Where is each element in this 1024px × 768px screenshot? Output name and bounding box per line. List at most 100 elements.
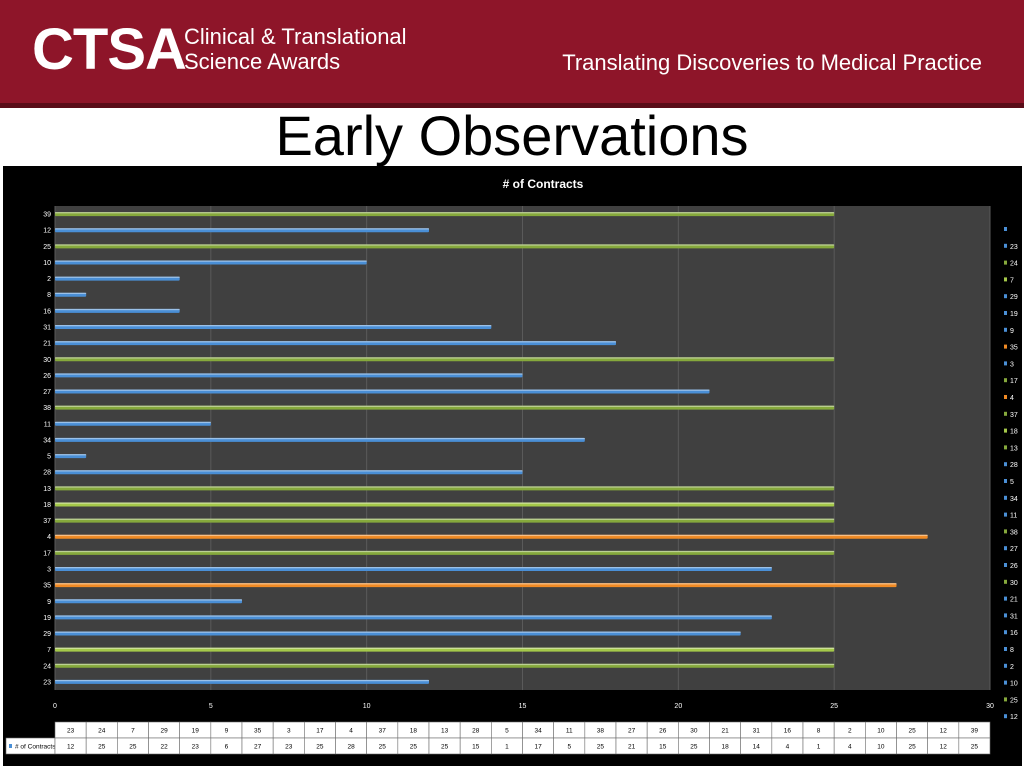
y-tick-label: 28 xyxy=(43,470,51,477)
legend-label: 38 xyxy=(1010,529,1018,536)
legend-label: 34 xyxy=(1010,496,1018,503)
legend-label: 25 xyxy=(1010,697,1018,704)
bar-highlight xyxy=(55,228,429,230)
table-value: 6 xyxy=(225,744,229,751)
legend-swatch xyxy=(1004,647,1007,651)
legend-swatch xyxy=(1004,613,1007,618)
bar-highlight xyxy=(55,679,429,682)
table-value: 25 xyxy=(441,744,449,751)
x-tick-label: 20 xyxy=(674,703,682,710)
table-value: 10 xyxy=(877,744,885,751)
bar-highlight xyxy=(55,260,367,262)
bar-highlight xyxy=(55,373,523,375)
table-value: 21 xyxy=(628,744,636,751)
bar-highlight xyxy=(55,502,835,504)
table-value: 25 xyxy=(597,744,605,751)
table-category: 26 xyxy=(659,728,667,735)
legend-label: 5 xyxy=(1010,479,1014,486)
legend-swatch xyxy=(1004,563,1007,567)
legend-label: 7 xyxy=(1010,277,1014,284)
y-tick-label: 34 xyxy=(43,437,51,444)
y-tick-label: 4 xyxy=(47,534,51,541)
bar xyxy=(55,437,585,442)
table-value: 17 xyxy=(534,744,542,751)
bar xyxy=(55,357,835,362)
table-category: 35 xyxy=(254,728,262,735)
legend-label: 12 xyxy=(1010,714,1018,721)
x-tick-label: 30 xyxy=(986,703,994,710)
legend-label: 13 xyxy=(1010,445,1018,452)
bar xyxy=(55,470,523,475)
bar-highlight xyxy=(55,325,492,327)
table-category: 21 xyxy=(721,728,729,735)
bar-highlight xyxy=(55,550,835,553)
table-value: 14 xyxy=(753,744,761,751)
legend-swatch xyxy=(1004,714,1007,719)
table-category: 23 xyxy=(67,728,75,735)
legend-label: 26 xyxy=(1010,563,1018,570)
table-category: 39 xyxy=(971,728,979,735)
y-tick-label: 10 xyxy=(43,260,51,267)
legend-label: 4 xyxy=(1010,395,1014,402)
y-tick-label: 19 xyxy=(43,615,51,622)
bar-highlight xyxy=(55,389,710,391)
table-category: 5 xyxy=(505,728,509,735)
legend-label: 29 xyxy=(1010,294,1018,301)
table-category: 24 xyxy=(98,728,106,735)
y-tick-label: 37 xyxy=(43,518,51,525)
y-tick-label: 17 xyxy=(43,550,51,557)
x-tick-label: 0 xyxy=(53,703,57,710)
bar-highlight xyxy=(55,437,585,440)
table-category: 27 xyxy=(628,728,636,735)
legend-swatch xyxy=(1004,462,1007,467)
table-value: 25 xyxy=(379,744,387,751)
legend-swatch xyxy=(1004,579,1007,584)
y-tick-label: 7 xyxy=(47,647,51,654)
bar-highlight xyxy=(55,583,897,585)
y-tick-label: 2 xyxy=(47,276,51,283)
table-category: 29 xyxy=(160,728,168,735)
table-category: 16 xyxy=(784,728,792,735)
bar-highlight xyxy=(55,599,242,601)
y-tick-label: 9 xyxy=(47,599,51,606)
bar xyxy=(55,663,835,668)
bar xyxy=(55,373,523,378)
bar xyxy=(55,454,87,459)
legend-swatch xyxy=(1004,344,1007,349)
bar-highlight xyxy=(55,405,835,407)
bar xyxy=(55,486,835,491)
bar xyxy=(55,292,87,297)
bar xyxy=(55,502,835,507)
table-category: 13 xyxy=(441,728,449,735)
y-tick-label: 29 xyxy=(43,631,51,638)
table-category: 8 xyxy=(817,728,821,735)
bar-highlight xyxy=(55,647,835,649)
legend-swatch xyxy=(1004,546,1007,551)
table-category: 7 xyxy=(131,728,135,735)
table-value: 27 xyxy=(254,744,262,751)
legend-label: 23 xyxy=(1010,244,1018,251)
bar-highlight xyxy=(55,567,772,569)
table-category: 11 xyxy=(566,728,573,735)
table-value: 25 xyxy=(129,744,137,751)
legend-swatch xyxy=(1004,277,1007,282)
legend-label: 11 xyxy=(1010,513,1017,520)
table-value: 1 xyxy=(505,744,509,751)
legend-swatch xyxy=(1004,361,1007,366)
bar xyxy=(55,212,835,217)
y-tick-label: 26 xyxy=(43,373,51,380)
table-legend-key xyxy=(9,744,12,748)
bar-highlight xyxy=(55,421,211,424)
header-divider xyxy=(0,103,1024,108)
bar xyxy=(55,599,242,604)
bar xyxy=(55,518,835,523)
table-value: 4 xyxy=(848,744,852,751)
table-category: 31 xyxy=(753,728,761,735)
ctsa-logo: CTSA xyxy=(32,17,187,82)
legend-label: 31 xyxy=(1010,613,1018,620)
legend-swatch xyxy=(1004,395,1007,399)
legend-swatch xyxy=(1004,697,1007,702)
table-category: 30 xyxy=(690,728,698,735)
y-tick-label: 16 xyxy=(43,308,51,315)
